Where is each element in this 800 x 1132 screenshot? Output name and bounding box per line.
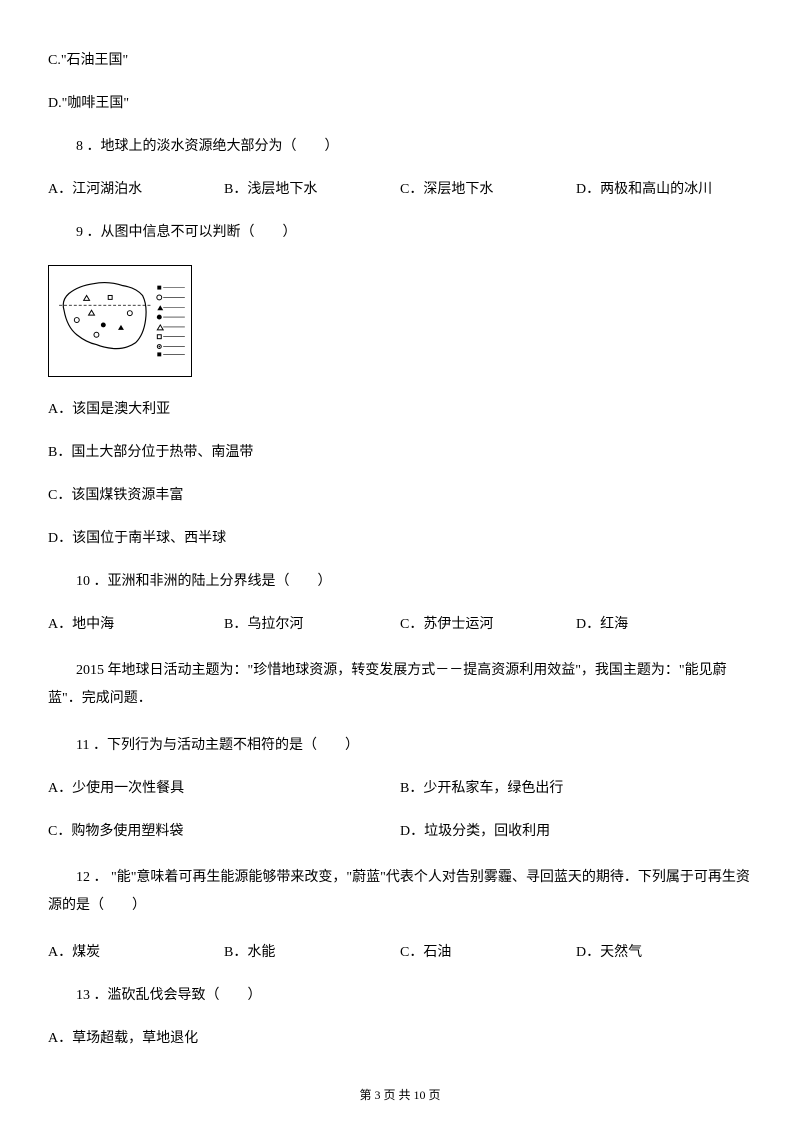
prior-option-c: C."石油王国" bbox=[48, 50, 752, 71]
q8-option-c: C．深层地下水 bbox=[400, 179, 576, 200]
q13-option-a: A．草场超载，草地退化 bbox=[48, 1028, 752, 1049]
q10-option-c: C．苏伊士运河 bbox=[400, 614, 576, 635]
q10-question: 10 ．亚洲和非洲的陆上分界线是（ ） bbox=[48, 571, 752, 592]
q11-question: 11 ．下列行为与活动主题不相符的是（ ） bbox=[48, 735, 752, 756]
q12-option-c: C．石油 bbox=[400, 942, 576, 963]
q8-options: A．江河湖泊水 B．浅层地下水 C．深层地下水 D．两极和高山的冰川 bbox=[48, 179, 752, 200]
q8-option-b: B．浅层地下水 bbox=[224, 179, 400, 200]
q11-option-b: B．少开私家车，绿色出行 bbox=[400, 778, 752, 799]
q11-option-d: D．垃圾分类，回收利用 bbox=[400, 821, 752, 842]
q10-option-b: B．乌拉尔河 bbox=[224, 614, 400, 635]
q12-option-a: A．煤炭 bbox=[48, 942, 224, 963]
passage-earth-day: 2015 年地球日活动主题为："珍惜地球资源，转变发展方式－－提高资源利用效益"… bbox=[48, 657, 752, 713]
q12-option-b: B．水能 bbox=[224, 942, 400, 963]
q9-question: 9 ．从图中信息不可以判断（ ） bbox=[48, 222, 752, 243]
prior-option-d: D."咖啡王国" bbox=[48, 93, 752, 114]
q8-option-d: D．两极和高山的冰川 bbox=[576, 179, 752, 200]
page-footer: 第 3 页 共 10 页 bbox=[0, 1086, 800, 1104]
q8-question: 8 ．地球上的淡水资源绝大部分为（ ） bbox=[48, 136, 752, 157]
q10-options: A．地中海 B．乌拉尔河 C．苏伊士运河 D．红海 bbox=[48, 614, 752, 635]
q11-options-row1: A．少使用一次性餐具 B．少开私家车，绿色出行 bbox=[48, 778, 752, 799]
q12-option-d: D．天然气 bbox=[576, 942, 752, 963]
q9-option-a: A．该国是澳大利亚 bbox=[48, 399, 752, 420]
australia-map bbox=[48, 265, 192, 377]
q9-option-c: C．该国煤铁资源丰富 bbox=[48, 485, 752, 506]
q11-option-a: A．少使用一次性餐具 bbox=[48, 778, 400, 799]
q9-option-b: B．国土大部分位于热带、南温带 bbox=[48, 442, 752, 463]
q11-options-row2: C．购物多使用塑料袋 D．垃圾分类，回收利用 bbox=[48, 821, 752, 842]
q12-question: 12 ． "能"意味着可再生能源能够带来改变，"蔚蓝"代表个人对告别雾霾、寻回蓝… bbox=[48, 864, 752, 920]
q11-option-c: C．购物多使用塑料袋 bbox=[48, 821, 400, 842]
q9-option-d: D．该国位于南半球、西半球 bbox=[48, 528, 752, 549]
q10-option-a: A．地中海 bbox=[48, 614, 224, 635]
q8-option-a: A．江河湖泊水 bbox=[48, 179, 224, 200]
q12-options: A．煤炭 B．水能 C．石油 D．天然气 bbox=[48, 942, 752, 963]
q13-question: 13 ．滥砍乱伐会导致（ ） bbox=[48, 985, 752, 1006]
q10-option-d: D．红海 bbox=[576, 614, 752, 635]
